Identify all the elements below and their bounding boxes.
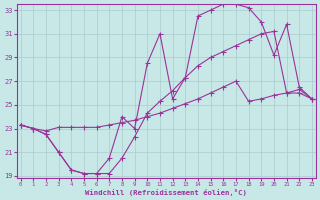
X-axis label: Windchill (Refroidissement éolien,°C): Windchill (Refroidissement éolien,°C) [85,189,247,196]
